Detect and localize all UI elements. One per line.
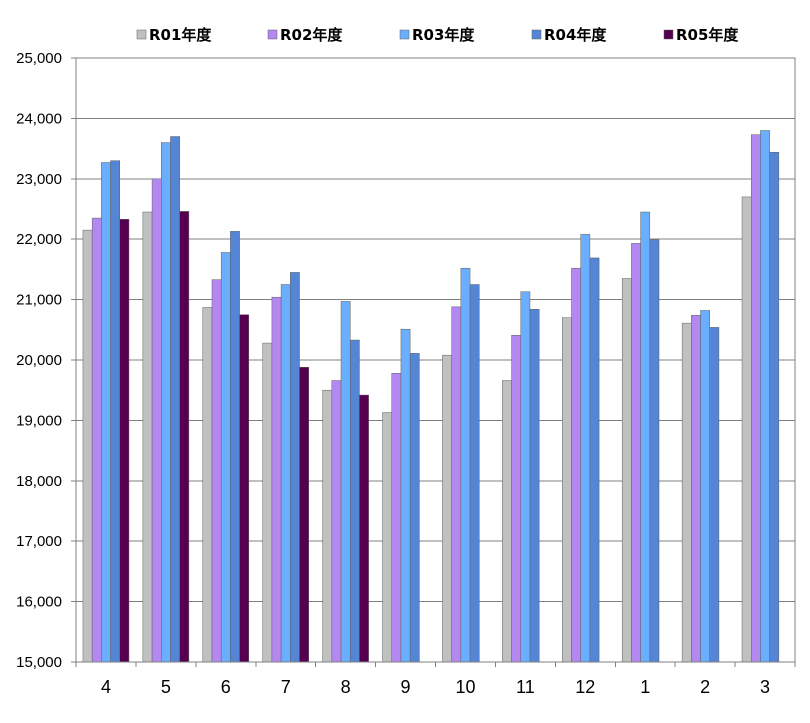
bar — [299, 366, 309, 663]
bar — [649, 239, 660, 663]
bar — [280, 284, 291, 663]
bar — [451, 306, 462, 663]
y-tick-label: 24,000 — [16, 110, 62, 127]
bar — [340, 301, 351, 663]
legend-item: R01年度 — [136, 26, 212, 44]
bars — [82, 130, 780, 663]
bar — [511, 334, 522, 663]
legend-label: R01年度 — [149, 26, 212, 44]
x-tick-label: 12 — [575, 677, 595, 697]
bar — [322, 389, 333, 663]
bar — [170, 136, 180, 663]
y-tick-label: 20,000 — [16, 352, 62, 369]
legend: R01年度 R02年度 R03年度 R04年度 R05年度 — [136, 26, 739, 44]
bar — [529, 309, 540, 663]
bar — [220, 252, 231, 663]
x-tick-label: 9 — [401, 677, 411, 697]
y-tick-label: 17,000 — [16, 533, 62, 550]
bar — [400, 328, 411, 663]
legend-label: R05年度 — [676, 26, 739, 44]
bar — [359, 394, 369, 663]
bar — [750, 134, 761, 663]
bar — [349, 339, 360, 663]
legend-swatch — [267, 29, 278, 40]
bar — [469, 284, 480, 663]
legend-label: R02年度 — [280, 26, 343, 44]
bar — [82, 229, 93, 663]
legend-item: R03年度 — [399, 26, 475, 44]
bar — [442, 354, 452, 663]
y-tick-label: 18,000 — [16, 473, 62, 490]
bar — [110, 160, 121, 663]
legend-item: R02年度 — [267, 26, 343, 44]
bar — [409, 353, 420, 663]
legend-item: R04年度 — [531, 26, 607, 44]
bar — [502, 380, 512, 663]
bar — [161, 142, 171, 663]
bar — [101, 162, 111, 663]
legend-swatch — [136, 29, 147, 40]
bar — [520, 291, 531, 663]
x-tick-label: 5 — [161, 677, 171, 697]
x-tick-label: 8 — [341, 677, 351, 697]
y-tick-label: 22,000 — [16, 231, 62, 248]
x-tick-label: 7 — [281, 677, 291, 697]
bar — [681, 322, 692, 663]
y-tick-label: 16,000 — [16, 594, 62, 611]
bar — [621, 278, 632, 663]
x-tick-label: 4 — [101, 677, 111, 697]
legend-swatch — [663, 29, 674, 40]
bar — [271, 296, 282, 663]
bar — [691, 315, 701, 663]
x-tick-label: 6 — [221, 677, 231, 697]
legend-swatch — [531, 29, 542, 40]
bar — [580, 234, 591, 663]
y-tick-label: 15,000 — [16, 654, 62, 671]
bar — [290, 272, 300, 663]
legend-item: R05年度 — [663, 26, 739, 44]
bar — [571, 267, 581, 663]
bar — [700, 310, 710, 663]
bar — [640, 211, 651, 663]
legend-label: R03年度 — [412, 26, 475, 44]
bar — [382, 412, 392, 663]
bar — [211, 279, 222, 663]
y-tick-label: 21,000 — [16, 292, 62, 309]
legend-label: R04年度 — [544, 26, 607, 44]
bar — [142, 211, 153, 663]
bar — [331, 380, 342, 663]
bar — [709, 327, 720, 663]
bar — [741, 196, 752, 663]
bar — [631, 243, 641, 663]
bar — [239, 314, 250, 663]
bar — [151, 178, 162, 663]
y-tick-label: 19,000 — [16, 412, 62, 429]
y-tick-label: 25,000 — [16, 50, 62, 67]
bar — [230, 231, 240, 663]
bar — [460, 267, 471, 663]
bar — [391, 373, 402, 663]
x-tick-label: 3 — [760, 677, 770, 697]
bar — [91, 217, 102, 663]
x-tick-label: 2 — [700, 677, 710, 697]
y-tick-label: 23,000 — [16, 171, 62, 188]
bar — [589, 257, 600, 663]
bar — [179, 211, 190, 663]
bar — [562, 317, 572, 663]
bar — [202, 307, 213, 663]
legend-swatch — [399, 29, 410, 40]
x-tick-label: 11 — [516, 677, 535, 697]
bar — [262, 342, 273, 663]
bar — [760, 130, 770, 663]
x-tick-label: 1 — [640, 677, 650, 697]
bar — [119, 219, 130, 663]
axes: 15,000 16,000 17,000 18,000 19,000 20,000 21,0… — [16, 50, 796, 697]
x-tick-label: 10 — [455, 677, 475, 697]
bar — [769, 151, 780, 663]
